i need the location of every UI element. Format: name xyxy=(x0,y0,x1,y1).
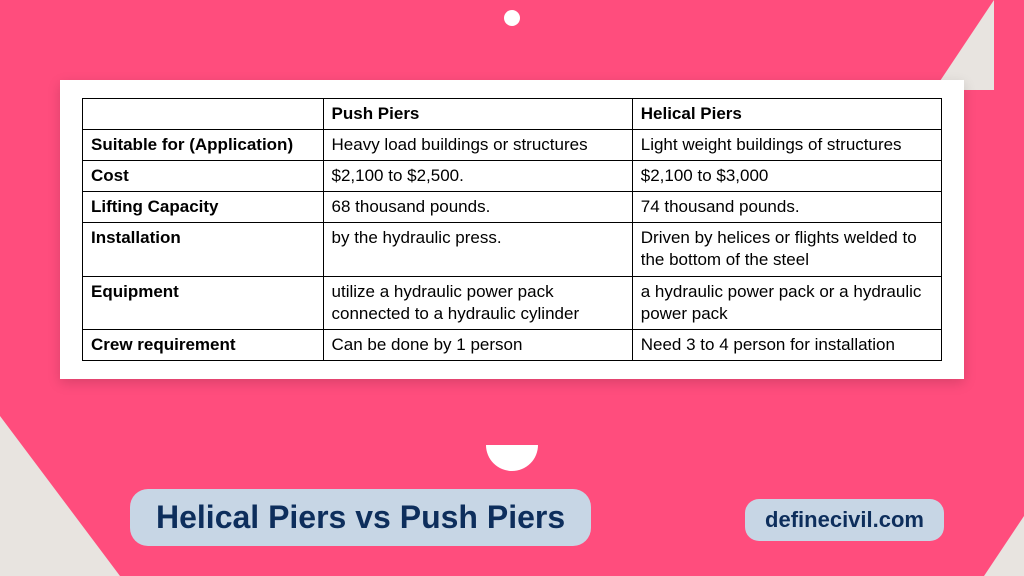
cell-push-cost: $2,100 to $2,500. xyxy=(323,161,632,192)
decoration-dot xyxy=(504,10,520,26)
row-label-crew: Crew requirement xyxy=(83,329,324,360)
decoration-triangle-bottom-left xyxy=(0,416,120,576)
header-push-piers: Push Piers xyxy=(323,99,632,130)
decoration-triangle-top-right xyxy=(934,0,994,90)
table-row: Equipment utilize a hydraulic power pack… xyxy=(83,276,942,329)
brand-label: definecivil.com xyxy=(745,499,944,541)
cell-helical-crew: Need 3 to 4 person for installation xyxy=(632,329,941,360)
table-row: Installation by the hydraulic press. Dri… xyxy=(83,223,942,276)
table-row: Cost $2,100 to $2,500. $2,100 to $3,000 xyxy=(83,161,942,192)
cell-helical-cost: $2,100 to $3,000 xyxy=(632,161,941,192)
cell-helical-installation: Driven by helices or flights welded to t… xyxy=(632,223,941,276)
row-label-application: Suitable for (Application) xyxy=(83,130,324,161)
cell-push-application: Heavy load buildings or structures xyxy=(323,130,632,161)
decoration-triangle-bottom-right xyxy=(984,516,1024,576)
cell-helical-application: Light weight buildings of structures xyxy=(632,130,941,161)
header-empty xyxy=(83,99,324,130)
row-label-cost: Cost xyxy=(83,161,324,192)
table-row: Crew requirement Can be done by 1 person… xyxy=(83,329,942,360)
cell-helical-lifting: 74 thousand pounds. xyxy=(632,192,941,223)
cell-push-equipment: utilize a hydraulic power pack connected… xyxy=(323,276,632,329)
row-label-lifting: Lifting Capacity xyxy=(83,192,324,223)
decoration-half-circle xyxy=(486,445,538,471)
comparison-table: Push Piers Helical Piers Suitable for (A… xyxy=(82,98,942,361)
row-label-installation: Installation xyxy=(83,223,324,276)
table-row: Lifting Capacity 68 thousand pounds. 74 … xyxy=(83,192,942,223)
row-label-equipment: Equipment xyxy=(83,276,324,329)
cell-push-installation: by the hydraulic press. xyxy=(323,223,632,276)
cell-push-crew: Can be done by 1 person xyxy=(323,329,632,360)
cell-helical-equipment: a hydraulic power pack or a hydraulic po… xyxy=(632,276,941,329)
header-helical-piers: Helical Piers xyxy=(632,99,941,130)
table-header-row: Push Piers Helical Piers xyxy=(83,99,942,130)
table-row: Suitable for (Application) Heavy load bu… xyxy=(83,130,942,161)
comparison-table-card: Push Piers Helical Piers Suitable for (A… xyxy=(60,80,964,379)
page-title: Helical Piers vs Push Piers xyxy=(130,489,591,546)
cell-push-lifting: 68 thousand pounds. xyxy=(323,192,632,223)
